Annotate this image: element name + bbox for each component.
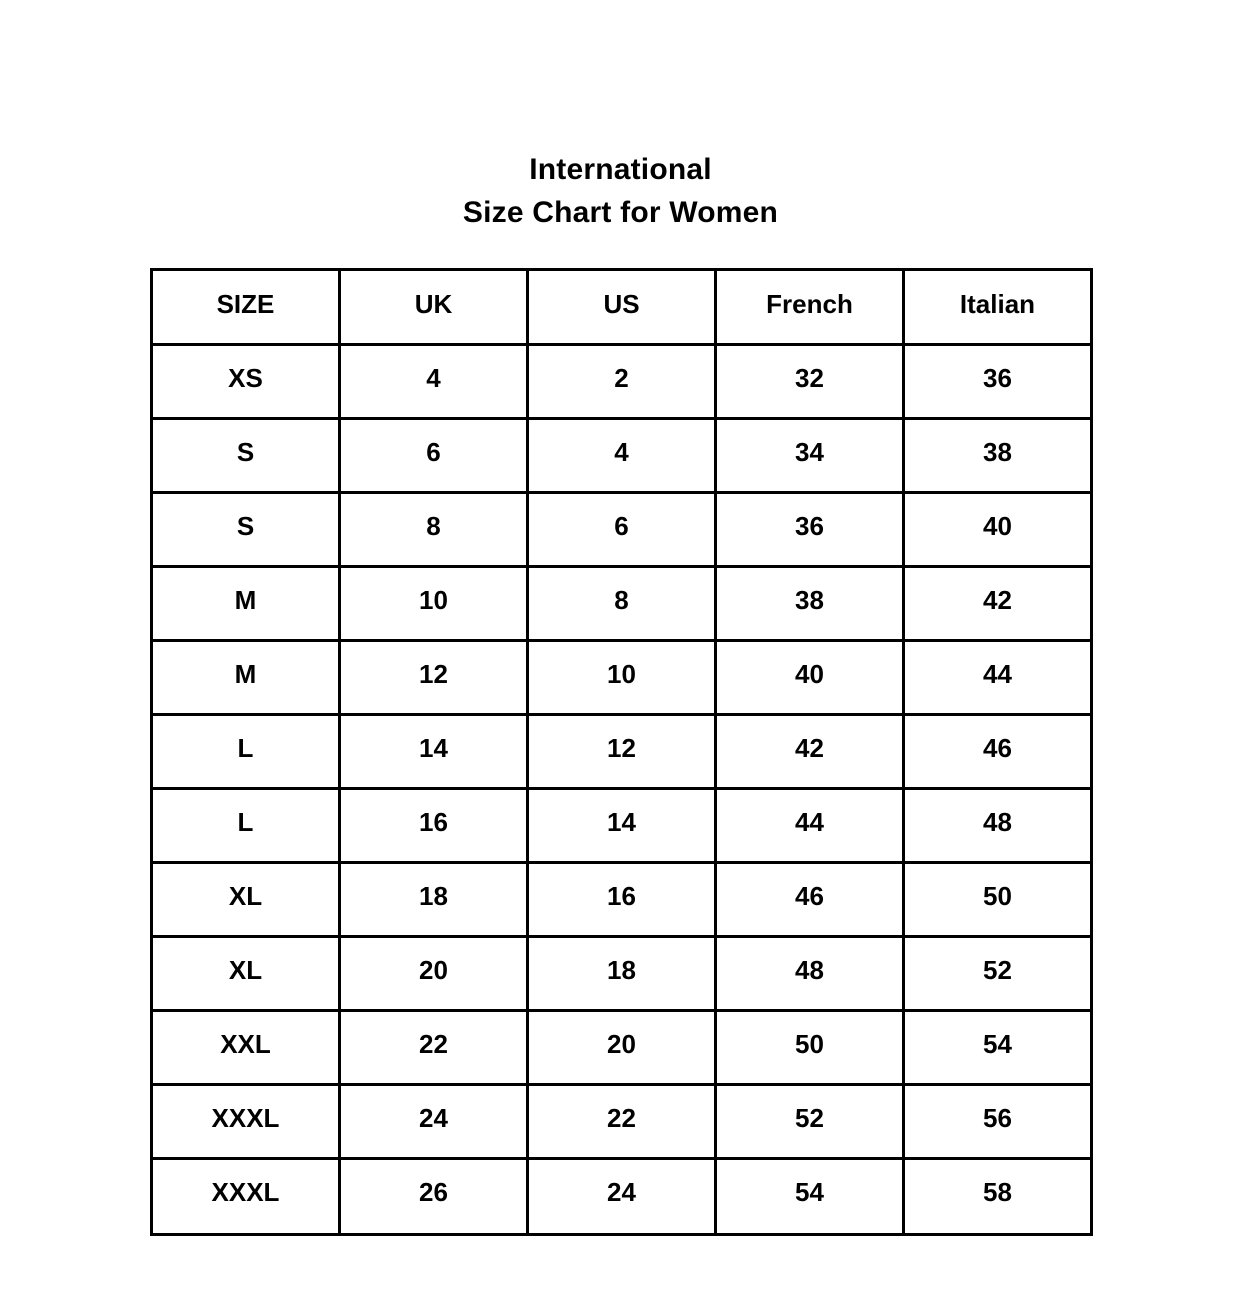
cell-italian: 54 — [902, 1009, 1093, 1086]
table-row: L 16 14 44 48 — [150, 787, 1093, 864]
cell-us: 22 — [526, 1083, 717, 1160]
cell-size: M — [150, 565, 341, 642]
cell-italian: 46 — [902, 713, 1093, 790]
page-title-line-2: Size Chart for Women — [462, 196, 779, 229]
cell-us: 4 — [526, 417, 717, 494]
cell-us: 6 — [526, 491, 717, 568]
cell-italian: 48 — [902, 787, 1093, 864]
table-row: XS 4 2 32 36 — [150, 343, 1093, 420]
cell-us: 16 — [526, 861, 717, 938]
cell-us: 10 — [526, 639, 717, 716]
cell-french: 44 — [714, 787, 905, 864]
cell-italian: 40 — [902, 491, 1093, 568]
cell-size: XXXL — [150, 1083, 341, 1160]
cell-uk: 16 — [338, 787, 529, 864]
cell-italian: 56 — [902, 1083, 1093, 1160]
cell-french: 48 — [714, 935, 905, 1012]
cell-size: M — [150, 639, 341, 716]
cell-french: 52 — [714, 1083, 905, 1160]
cell-size: S — [150, 417, 341, 494]
cell-uk: 18 — [338, 861, 529, 938]
cell-us: 18 — [526, 935, 717, 1012]
table-row: XXXL 24 22 52 56 — [150, 1083, 1093, 1160]
cell-french: 54 — [714, 1157, 905, 1236]
cell-uk: 14 — [338, 713, 529, 790]
cell-us: 12 — [526, 713, 717, 790]
cell-us: 14 — [526, 787, 717, 864]
table-row: XL 20 18 48 52 — [150, 935, 1093, 1012]
cell-size: L — [150, 787, 341, 864]
table-row: M 12 10 40 44 — [150, 639, 1093, 716]
cell-size: XS — [150, 343, 341, 420]
cell-size: S — [150, 491, 341, 568]
column-header-french: French — [714, 268, 905, 346]
table-row: M 10 8 38 42 — [150, 565, 1093, 642]
cell-french: 38 — [714, 565, 905, 642]
table-row: XXXL 26 24 54 58 — [150, 1157, 1093, 1236]
cell-uk: 24 — [338, 1083, 529, 1160]
table-row: XXL 22 20 50 54 — [150, 1009, 1093, 1086]
cell-uk: 6 — [338, 417, 529, 494]
cell-french: 40 — [714, 639, 905, 716]
page-title: International Size Chart for Women — [0, 148, 1241, 234]
column-header-us: US — [526, 268, 717, 346]
column-header-italian: Italian — [902, 268, 1093, 346]
cell-french: 32 — [714, 343, 905, 420]
cell-french: 34 — [714, 417, 905, 494]
cell-size: XL — [150, 861, 341, 938]
cell-french: 46 — [714, 861, 905, 938]
cell-french: 36 — [714, 491, 905, 568]
table-row: XL 18 16 46 50 — [150, 861, 1093, 938]
cell-uk: 8 — [338, 491, 529, 568]
column-header-uk: UK — [338, 268, 529, 346]
cell-italian: 42 — [902, 565, 1093, 642]
cell-us: 24 — [526, 1157, 717, 1236]
cell-uk: 4 — [338, 343, 529, 420]
table-header-row: SIZE UK US French Italian — [150, 268, 1093, 346]
cell-size: XL — [150, 935, 341, 1012]
cell-italian: 52 — [902, 935, 1093, 1012]
table-header: SIZE UK US French Italian — [150, 268, 1093, 346]
cell-italian: 38 — [902, 417, 1093, 494]
table-body: XS 4 2 32 36 S 6 4 34 38 S 8 6 36 40 M — [150, 343, 1093, 1236]
column-header-size: SIZE — [150, 268, 341, 346]
table-row: S 8 6 36 40 — [150, 491, 1093, 568]
table-row: S 6 4 34 38 — [150, 417, 1093, 494]
cell-uk: 26 — [338, 1157, 529, 1236]
cell-french: 42 — [714, 713, 905, 790]
cell-size: XXXL — [150, 1157, 341, 1236]
size-chart-table: SIZE UK US French Italian XS 4 2 32 36 S… — [150, 268, 1093, 1236]
size-chart-container: SIZE UK US French Italian XS 4 2 32 36 S… — [150, 268, 1093, 1236]
cell-size: XXL — [150, 1009, 341, 1086]
cell-us: 2 — [526, 343, 717, 420]
cell-italian: 36 — [902, 343, 1093, 420]
cell-uk: 22 — [338, 1009, 529, 1086]
page-title-line-1: International — [529, 153, 712, 186]
cell-italian: 44 — [902, 639, 1093, 716]
cell-italian: 50 — [902, 861, 1093, 938]
cell-us: 8 — [526, 565, 717, 642]
cell-uk: 12 — [338, 639, 529, 716]
cell-us: 20 — [526, 1009, 717, 1086]
cell-french: 50 — [714, 1009, 905, 1086]
cell-uk: 10 — [338, 565, 529, 642]
cell-uk: 20 — [338, 935, 529, 1012]
table-row: L 14 12 42 46 — [150, 713, 1093, 790]
cell-size: L — [150, 713, 341, 790]
cell-italian: 58 — [902, 1157, 1093, 1236]
